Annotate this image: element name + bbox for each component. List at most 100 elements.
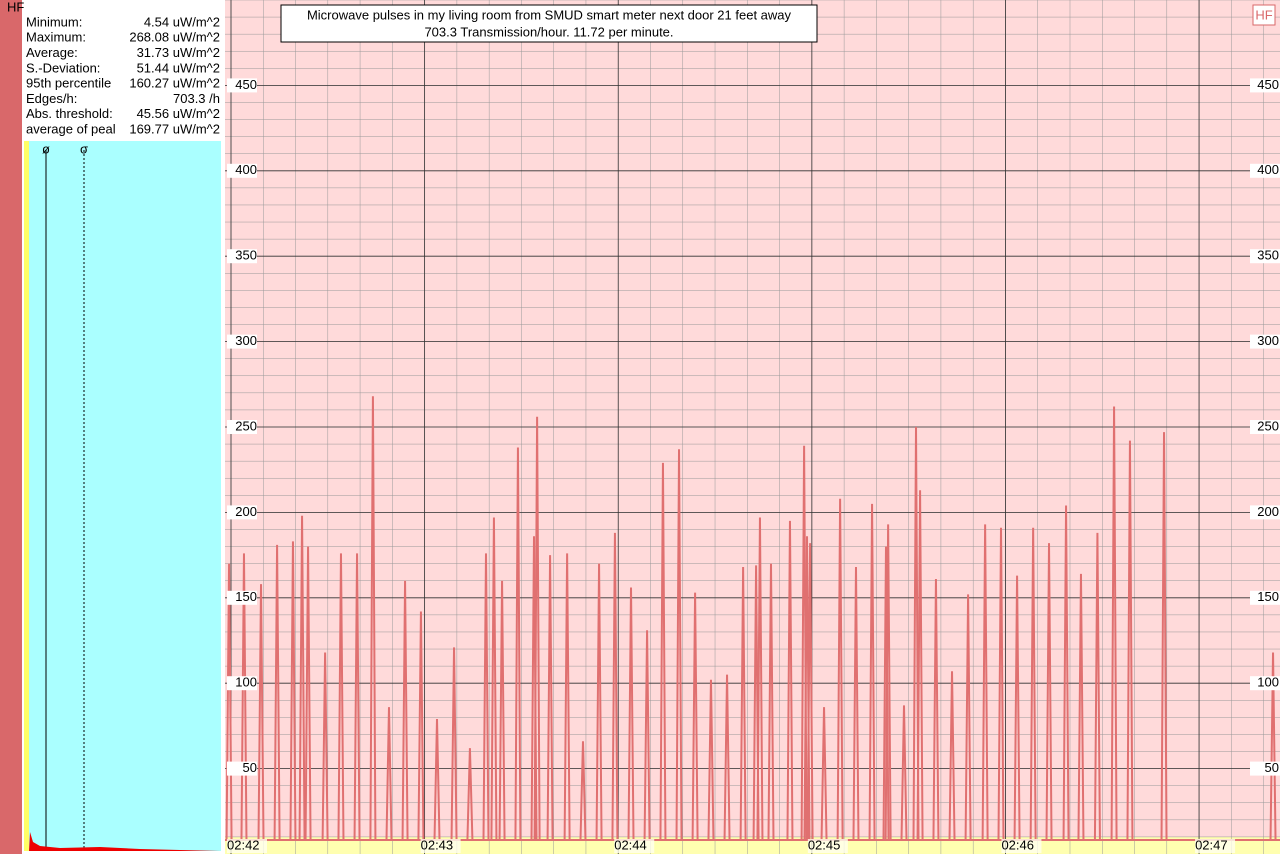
pulse — [1029, 527, 1037, 841]
x-tick-label: 02:43 — [421, 837, 454, 852]
y-tick-label: 200 — [235, 504, 257, 519]
pulse — [546, 555, 554, 841]
stat-label: 95th percentile — [26, 76, 111, 91]
x-tick-bg — [420, 839, 461, 853]
y2-tick-bg — [1250, 761, 1280, 776]
y-tick-bg — [227, 249, 257, 264]
y-tick-label: 150 — [235, 589, 257, 604]
stat-value: 4.54 uW/m^2 — [144, 14, 220, 29]
x-tick-label: 02:46 — [1001, 837, 1034, 852]
stat-label: S.-Deviation: — [26, 60, 100, 75]
pulse — [482, 553, 490, 841]
pulse — [433, 719, 441, 841]
stat-value: 169.77 uW/m^2 — [129, 122, 220, 137]
y-tick-label: 250 — [235, 418, 257, 433]
y2-tick-label: 250 — [1257, 418, 1279, 433]
y-tick-label: 300 — [235, 333, 257, 348]
pulse — [767, 563, 775, 841]
pulse — [852, 567, 860, 841]
stat-value: 268.08 uW/m^2 — [129, 30, 220, 45]
stat-label: Maximum: — [26, 30, 86, 45]
corner-label: HF — [1255, 7, 1272, 22]
y2-tick-bg — [1250, 163, 1280, 178]
stat-label: Abs. threshold: — [26, 106, 113, 121]
x-tick-bg — [614, 839, 655, 853]
pulse — [756, 517, 764, 841]
pulse — [1013, 575, 1021, 841]
histogram-noise — [29, 832, 221, 851]
x-tick-bg — [227, 839, 268, 853]
pulse — [401, 580, 409, 841]
x-tick-label: 02:42 — [227, 837, 260, 852]
pulse — [450, 647, 458, 841]
pulse — [240, 553, 248, 841]
pulse — [490, 517, 498, 841]
pulse — [321, 652, 329, 841]
pulse — [466, 748, 474, 841]
pulse — [723, 674, 731, 841]
labels: 50 50 100 100 150 150 200 200 250 250 300 300 350 350… — [227, 77, 1280, 853]
chart-title: Microwave pulses in my living room from … — [307, 7, 792, 22]
histogram — [24, 141, 221, 851]
stat-label: Minimum: — [26, 14, 82, 29]
pulse — [806, 543, 814, 841]
pulse — [273, 544, 281, 841]
y-tick-bg — [227, 163, 257, 178]
y-tick-bg — [227, 505, 257, 520]
y-tick-label: 50 — [243, 760, 257, 775]
y-tick-bg — [227, 420, 257, 434]
stat-value: 45.56 uW/m^2 — [137, 106, 220, 121]
x-tick-label: 02:44 — [614, 837, 647, 852]
y-tick-label: 350 — [235, 248, 257, 263]
pulse — [498, 580, 506, 841]
pulse — [225, 563, 233, 841]
pulse — [289, 541, 297, 841]
pulse — [659, 462, 667, 841]
pulse — [964, 594, 972, 841]
y2-tick-bg — [1250, 78, 1280, 93]
pulse — [533, 416, 541, 841]
stat-value: 160.27 uW/m^2 — [129, 76, 220, 91]
y2-tick-label: 350 — [1257, 248, 1279, 263]
y-tick-bg — [227, 78, 257, 93]
title-box — [280, 4, 818, 43]
pulse — [707, 679, 715, 841]
pulse — [868, 503, 876, 841]
pulse — [611, 532, 619, 841]
stat-value: 51.44 uW/m^2 — [137, 60, 220, 75]
pulse — [369, 396, 377, 841]
pulse — [643, 630, 651, 841]
pulse — [932, 579, 940, 841]
y2-tick-label: 300 — [1257, 333, 1279, 348]
sigma-marker: σ — [80, 141, 88, 156]
pulse — [981, 524, 989, 841]
chart-subtitle: 703.3 Transmission/hour. 11.72 per minut… — [424, 24, 673, 39]
x-tick-bg — [807, 839, 848, 853]
pulse — [948, 671, 956, 841]
pulse — [916, 490, 924, 841]
y2-tick-label: 100 — [1257, 675, 1279, 690]
stat-label: Edges/h: — [26, 91, 77, 106]
pulse — [1093, 532, 1101, 841]
pulse — [820, 707, 828, 841]
pulse — [900, 705, 908, 841]
pulse — [1062, 505, 1070, 841]
y-tick-bg — [227, 590, 257, 605]
marks — [225, 396, 1280, 841]
y2-tick-label: 50 — [1265, 760, 1279, 775]
stat-label: average of peal — [26, 122, 116, 137]
pulse — [739, 567, 747, 841]
y2-tick-bg — [1250, 420, 1280, 434]
pulse — [1126, 440, 1134, 841]
pulse — [595, 563, 603, 841]
pulse — [337, 553, 345, 841]
y2-tick-label: 450 — [1257, 77, 1279, 92]
y-tick-label: 100 — [235, 675, 257, 690]
stat-label: Average: — [26, 45, 78, 60]
pulse — [1160, 432, 1168, 841]
y2-tick-bg — [1250, 505, 1280, 520]
side-strip — [0, 0, 22, 854]
pulse — [304, 546, 312, 841]
